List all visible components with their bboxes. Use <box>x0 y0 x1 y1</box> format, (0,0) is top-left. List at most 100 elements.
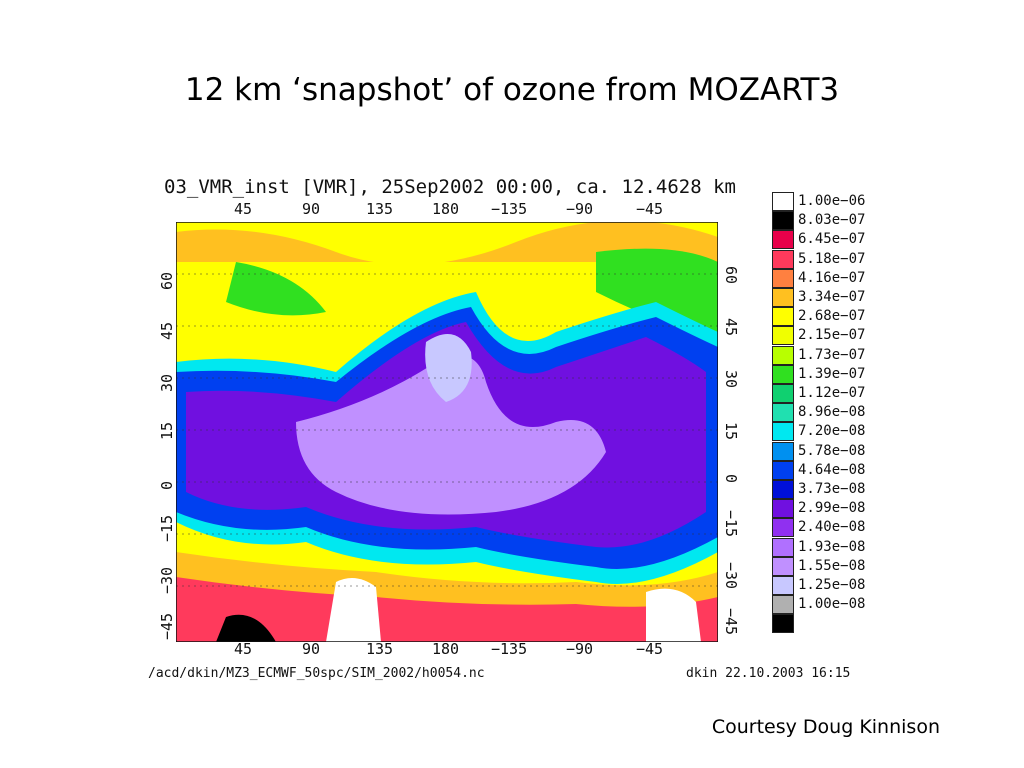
legend-label: 2.15e−07 <box>798 327 866 344</box>
legend-swatch <box>772 595 794 615</box>
legend-swatch <box>772 460 794 480</box>
legend-swatch <box>772 384 794 403</box>
legend-label: 3.34e−07 <box>798 289 866 305</box>
legend-label: 6.45e−07 <box>798 231 866 248</box>
legend-swatch <box>772 556 794 576</box>
legend-swatch <box>772 422 794 442</box>
legend-entry: 6.45e−07 <box>772 230 902 250</box>
legend-swatch <box>772 288 794 307</box>
legend-label: 1.39e−07 <box>798 365 866 382</box>
legend-swatch <box>772 518 794 538</box>
legend-entry: 3.34e−07 <box>772 288 902 307</box>
field-white-patch <box>326 578 381 642</box>
slide-title: 12 km ‘snapshot’ of ozone from MOZART3 <box>184 72 840 108</box>
legend-label: 1.93e−08 <box>798 538 866 555</box>
field-green-patch <box>226 262 326 316</box>
legend-swatch <box>772 326 794 346</box>
legend-swatch <box>772 307 794 327</box>
lat-tick-left: 15 <box>158 421 176 440</box>
legend-entry: 3.73e−08 <box>772 480 902 499</box>
legend-swatch <box>772 576 794 595</box>
lat-tick-left: 45 <box>158 321 176 340</box>
legend-entry: 2.68e−07 <box>772 307 902 327</box>
legend-label: 5.78e−08 <box>798 442 866 459</box>
legend-entry: 1.93e−08 <box>772 537 902 557</box>
lon-tick-bottom: 45 <box>234 640 253 658</box>
lat-tick-left: 0 <box>158 480 176 490</box>
legend-entry: 8.96e−08 <box>772 403 902 423</box>
legend-label: 2.40e−08 <box>798 519 866 536</box>
legend-entry: 5.18e−07 <box>772 249 902 269</box>
lat-tick-right: 30 <box>722 370 740 389</box>
legend-entry: 1.39e−07 <box>772 364 902 384</box>
legend-entry: 1.00e−06 <box>772 192 902 211</box>
legend-label: 1.25e−08 <box>798 577 866 593</box>
legend-label: 1.73e−07 <box>798 346 866 363</box>
legend-entry: 5.78e−08 <box>772 441 902 461</box>
legend-swatch <box>772 345 794 365</box>
legend-entry: 4.64e−08 <box>772 460 902 480</box>
lon-tick-top: 180 <box>432 200 460 218</box>
field-lilac-core <box>296 355 606 515</box>
legend-swatch <box>772 230 794 250</box>
lat-tick-right: −30 <box>722 562 740 590</box>
courtesy-note: Courtesy Doug Kinnison <box>711 716 940 738</box>
legend-entry: 8.03e−07 <box>772 211 902 231</box>
lon-tick-top: 90 <box>302 200 321 218</box>
lat-tick-left: −45 <box>158 612 176 640</box>
legend-entry: 7.20e−08 <box>772 422 902 442</box>
plot-timestamp: dkin 22.10.2003 16:15 <box>686 666 851 681</box>
lon-tick-top: −135 <box>491 200 528 218</box>
lon-tick-bottom: 135 <box>366 640 394 658</box>
legend-entry <box>772 614 902 634</box>
legend-swatch <box>772 249 794 269</box>
plot-header: 03_VMR_inst [VMR], 25Sep2002 00:00, ca. … <box>164 176 736 198</box>
lat-tick-left: −30 <box>158 566 176 594</box>
legend-label: 7.20e−08 <box>798 423 866 440</box>
legend-swatch <box>772 268 794 288</box>
legend-entry: 1.25e−08 <box>772 576 902 595</box>
legend-swatch <box>772 192 794 211</box>
lat-tick-right: 15 <box>722 422 740 441</box>
lat-tick-right: 60 <box>722 266 740 285</box>
lat-tick-right: −45 <box>722 608 740 636</box>
legend-swatch <box>772 441 794 461</box>
lat-tick-right: 0 <box>722 474 740 484</box>
lat-tick-left: −15 <box>158 514 176 542</box>
legend-label: 5.18e−07 <box>798 250 866 267</box>
file-path: /acd/dkin/MZ3_ECMWF_50spc/SIM_2002/h0054… <box>148 666 485 681</box>
legend-swatch <box>772 364 794 384</box>
lon-tick-bottom: 180 <box>432 640 460 658</box>
lat-tick-left: 60 <box>158 271 176 290</box>
legend-swatch <box>772 614 794 634</box>
legend-entry: 2.99e−08 <box>772 499 902 519</box>
legend-entry: 1.12e−07 <box>772 384 902 403</box>
ozone-figure: 03_VMR_inst [VMR], 25Sep2002 00:00, ca. … <box>146 170 886 690</box>
legend-label: 8.96e−08 <box>798 404 866 421</box>
legend-entry: 1.55e−08 <box>772 556 902 576</box>
legend-entry: 1.73e−07 <box>772 345 902 365</box>
lon-tick-top: 45 <box>234 200 253 218</box>
lat-tick-left: 30 <box>158 373 176 392</box>
legend-entry: 2.40e−08 <box>772 518 902 538</box>
legend-swatch <box>772 211 794 231</box>
legend-entry: 2.15e−07 <box>772 326 902 346</box>
graticule <box>176 273 718 587</box>
legend-label: 1.00e−06 <box>798 193 866 209</box>
legend-label: 2.99e−08 <box>798 500 866 517</box>
lon-tick-bottom: −45 <box>636 640 664 658</box>
legend-swatch <box>772 499 794 519</box>
lat-tick-right: 45 <box>722 318 740 337</box>
lon-tick-bottom: −135 <box>491 640 528 658</box>
legend-label: 1.55e−08 <box>798 557 866 574</box>
lon-tick-bottom: −90 <box>566 640 594 658</box>
legend-swatch <box>772 537 794 557</box>
legend-label: 2.68e−07 <box>798 308 866 325</box>
legend-swatch <box>772 403 794 423</box>
lon-tick-top: −90 <box>566 200 594 218</box>
ozone-map <box>176 222 718 642</box>
legend-label: 8.03e−07 <box>798 212 866 229</box>
legend-entry: 4.16e−07 <box>772 268 902 288</box>
legend-label: 4.16e−07 <box>798 269 866 286</box>
legend-label: 1.12e−07 <box>798 385 866 401</box>
